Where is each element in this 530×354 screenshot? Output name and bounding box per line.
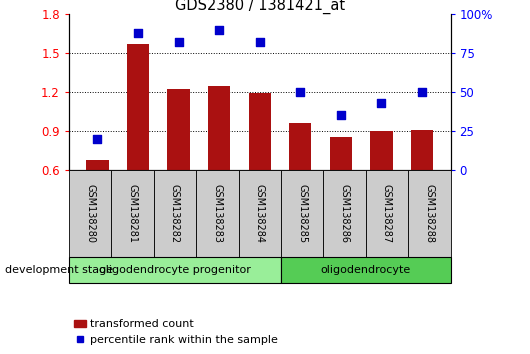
- Point: [215, 27, 223, 33]
- Text: GSM138282: GSM138282: [170, 184, 180, 243]
- Text: oligodendrocyte progenitor: oligodendrocyte progenitor: [99, 265, 251, 275]
- Bar: [208, 86, 230, 170]
- Point: [255, 39, 264, 45]
- Text: GSM138285: GSM138285: [297, 184, 307, 243]
- Legend: transformed count, percentile rank within the sample: transformed count, percentile rank withi…: [74, 319, 278, 345]
- Bar: [249, 93, 271, 170]
- Bar: [408, 170, 450, 257]
- Bar: [289, 123, 312, 170]
- Text: GSM138288: GSM138288: [425, 184, 434, 243]
- Point: [377, 100, 386, 106]
- Title: GDS2380 / 1381421_at: GDS2380 / 1381421_at: [175, 0, 344, 14]
- Text: GSM138281: GSM138281: [128, 184, 137, 243]
- Bar: [281, 257, 450, 283]
- Point: [134, 30, 142, 36]
- Bar: [411, 130, 433, 170]
- Bar: [69, 170, 111, 257]
- Bar: [111, 170, 154, 257]
- Point: [174, 39, 183, 45]
- Text: GSM138287: GSM138287: [382, 184, 392, 243]
- Text: GSM138286: GSM138286: [340, 184, 349, 243]
- Bar: [196, 170, 238, 257]
- Bar: [127, 44, 149, 170]
- Bar: [281, 170, 323, 257]
- Point: [93, 136, 102, 142]
- Text: development stage: development stage: [5, 265, 113, 275]
- Text: GSM138280: GSM138280: [85, 184, 95, 243]
- Bar: [370, 131, 393, 170]
- Bar: [238, 170, 281, 257]
- Bar: [69, 257, 281, 283]
- Point: [418, 89, 426, 95]
- Bar: [330, 137, 352, 170]
- Bar: [323, 170, 366, 257]
- Point: [337, 113, 345, 118]
- Bar: [366, 170, 408, 257]
- Point: [296, 89, 305, 95]
- Text: GSM138283: GSM138283: [213, 184, 222, 243]
- Text: GSM138284: GSM138284: [255, 184, 264, 243]
- Bar: [86, 160, 109, 170]
- Bar: [154, 170, 196, 257]
- Bar: [167, 90, 190, 170]
- Text: oligodendrocyte: oligodendrocyte: [321, 265, 411, 275]
